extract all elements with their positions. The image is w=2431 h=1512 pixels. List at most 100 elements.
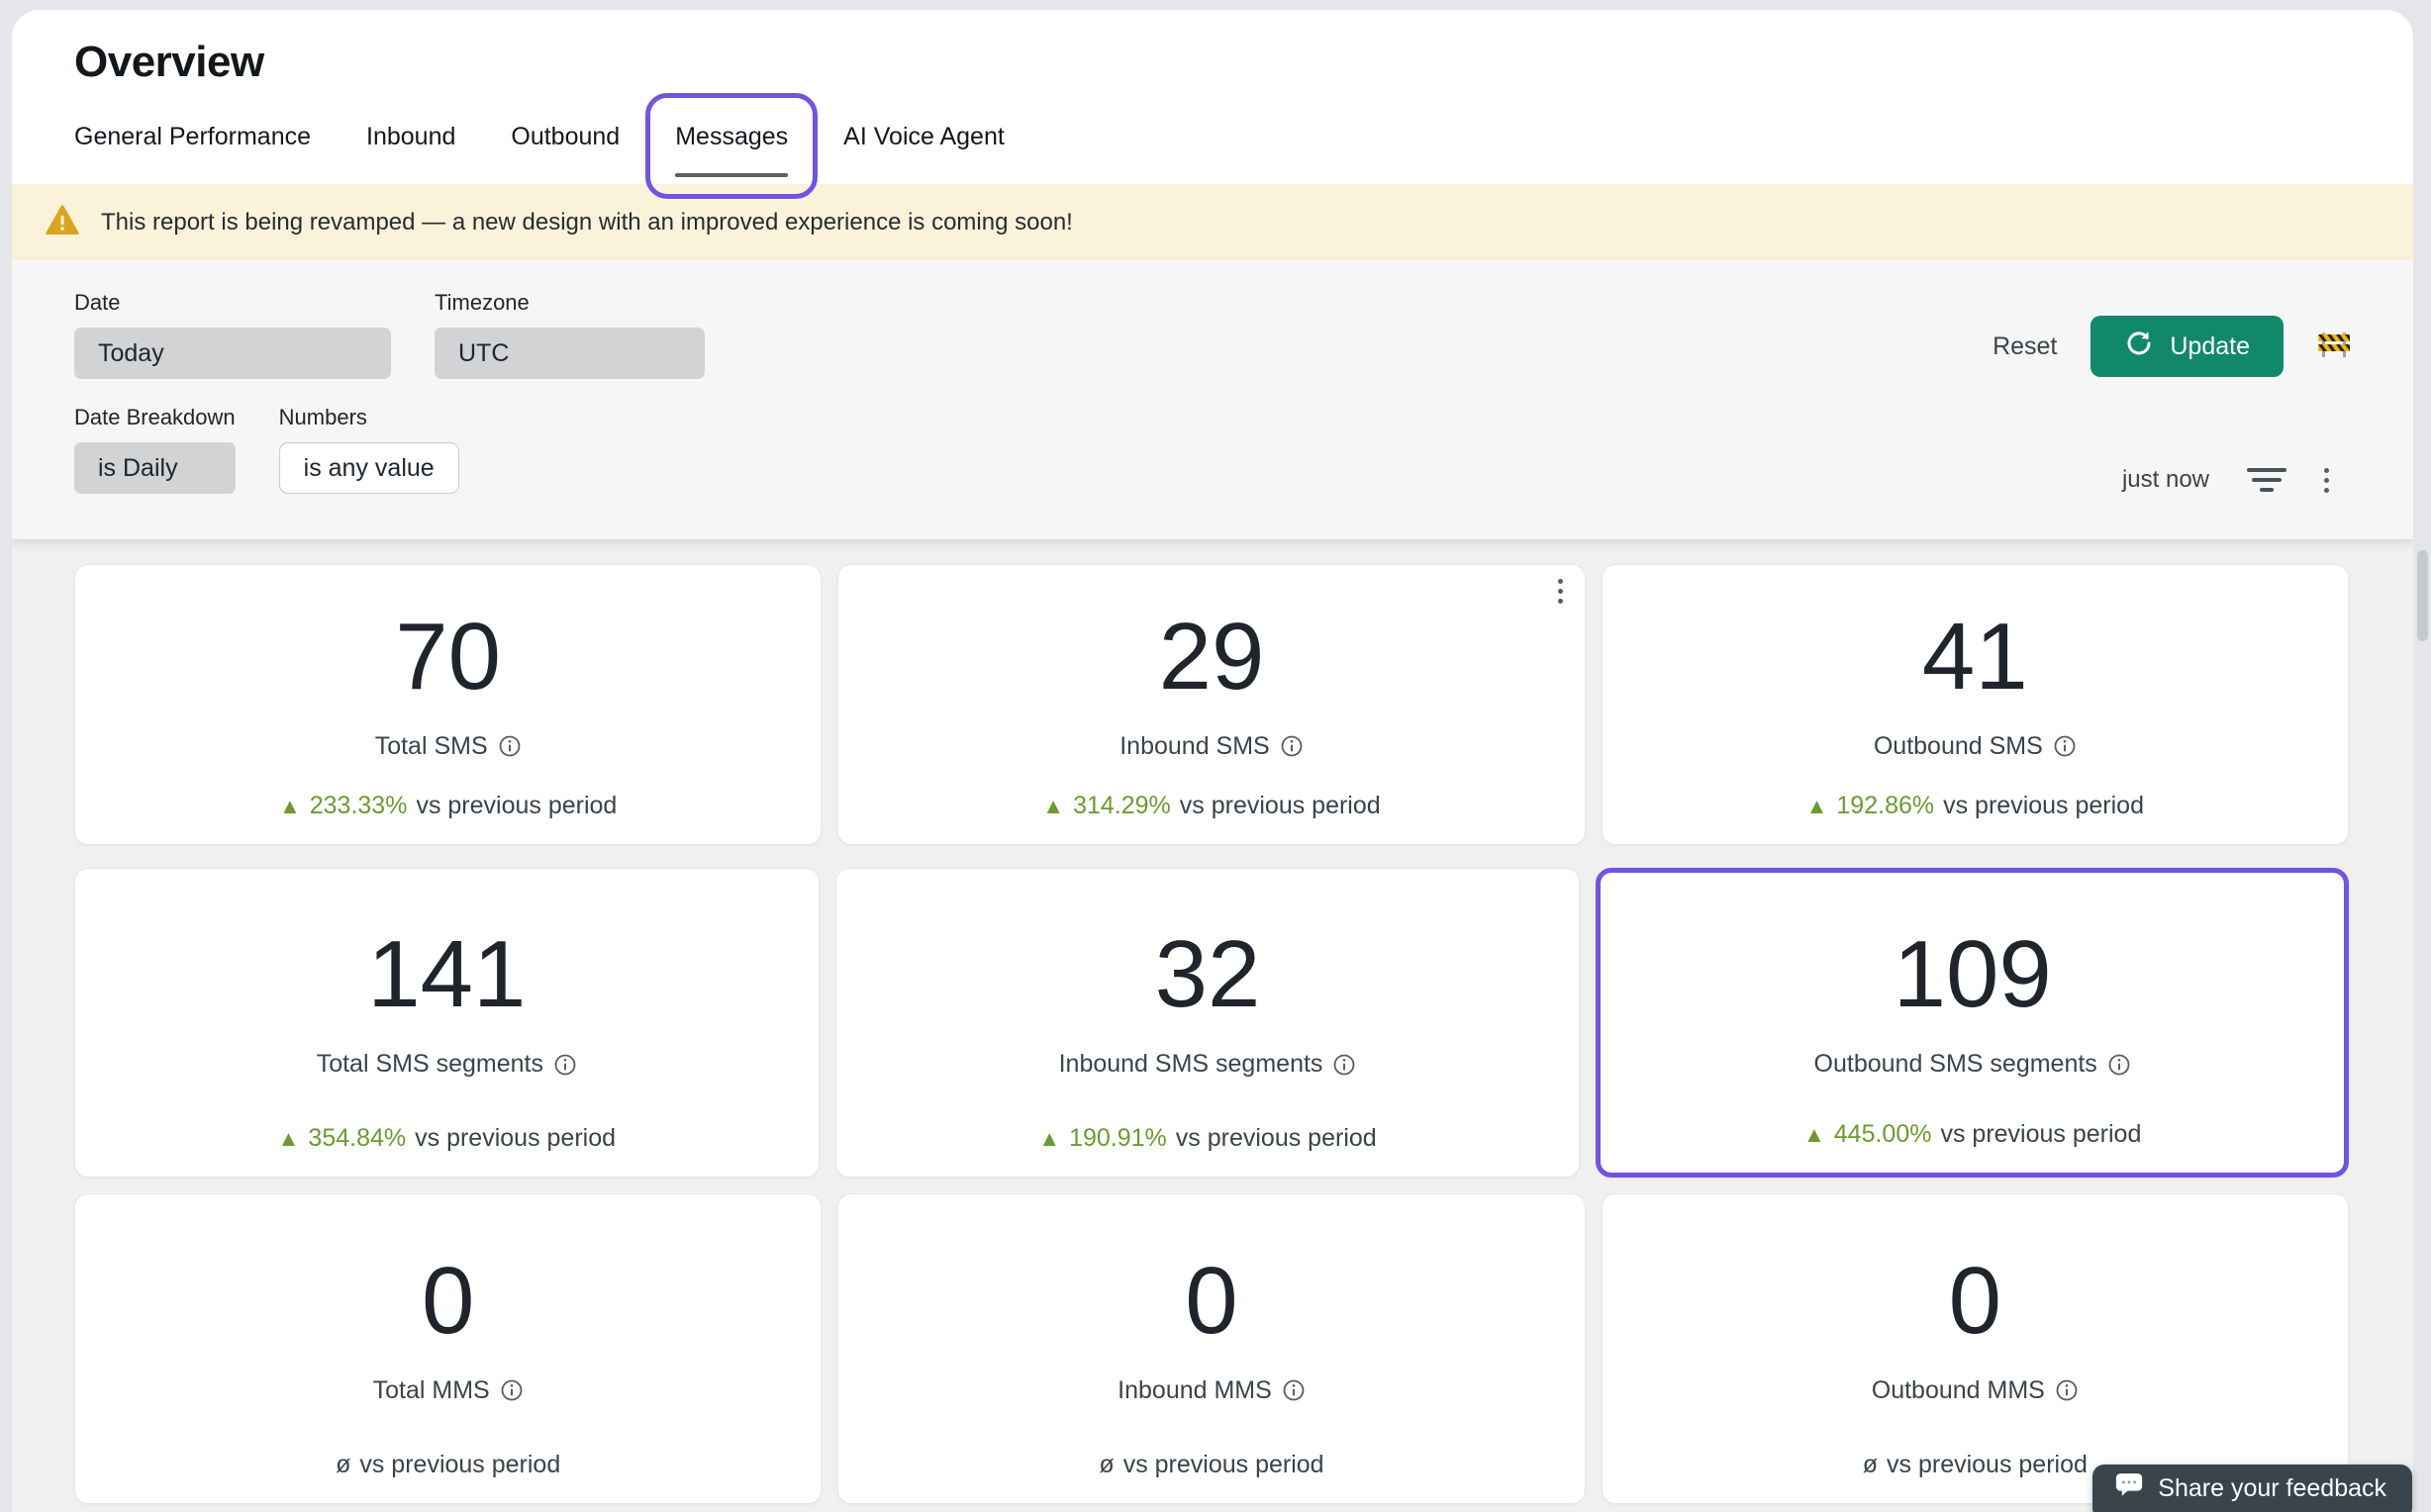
metric-label: Total SMS segments <box>317 1050 543 1079</box>
info-icon[interactable] <box>553 1053 577 1077</box>
timezone-filter-group: Timezone UTC <box>435 290 705 379</box>
card-inbound-sms: 29 Inbound SMS ▲ 314.29% vs previous per… <box>837 564 1585 845</box>
info-icon[interactable] <box>2107 1053 2131 1077</box>
tab-ai-voice-agent[interactable]: AI Voice Agent <box>843 123 1005 151</box>
delta-value: 192.86% <box>1836 792 1934 820</box>
date-filter-label: Date <box>74 290 391 316</box>
metric-label: Outbound MMS <box>1872 1376 2045 1405</box>
card-row-2: 141 Total SMS segments ▲ 354.84% vs prev… <box>74 868 2349 1178</box>
metric-value: 0 <box>422 1254 474 1349</box>
main-panel: Overview General Performance Inbound Out… <box>12 10 2413 1512</box>
page-title: Overview <box>74 38 2351 87</box>
trend-up-icon: ▲ <box>278 1128 300 1150</box>
kebab-menu-icon[interactable] <box>2324 468 2329 493</box>
card-total-sms: 70 Total SMS ▲ 233.33% vs previous perio… <box>74 564 822 845</box>
metric-label: Outbound SMS segments <box>1814 1050 2097 1079</box>
delta-suffix: vs previous period <box>1887 1451 2088 1479</box>
trend-up-icon: ▲ <box>1803 1124 1825 1146</box>
metric-value: 41 <box>1922 610 2028 705</box>
metric-value: 32 <box>1155 927 1261 1022</box>
info-icon[interactable] <box>1280 734 1304 758</box>
speech-bubble-icon <box>2114 1470 2144 1507</box>
card-inbound-sms-segments: 32 Inbound SMS segments ▲ 190.91% vs pre… <box>835 868 1581 1178</box>
breakdown-filter-label: Date Breakdown <box>74 405 236 430</box>
card-row-1: 70 Total SMS ▲ 233.33% vs previous perio… <box>74 564 2349 845</box>
tab-messages-label: Messages <box>675 123 788 150</box>
scrollbar-thumb[interactable] <box>2417 550 2428 641</box>
delta-suffix: vs previous period <box>359 1451 560 1479</box>
page-header: Overview General Performance Inbound Out… <box>12 10 2413 184</box>
numbers-filter-group: Numbers is any value <box>279 405 459 494</box>
metric-label: Outbound SMS <box>1874 732 2043 761</box>
filter-icon[interactable] <box>2247 468 2286 492</box>
last-updated-text: just now <box>2122 466 2209 494</box>
info-icon[interactable] <box>1282 1378 1306 1402</box>
card-outbound-sms-segments-highlighted: 109 Outbound SMS segments ▲ 445.00% vs p… <box>1596 868 2349 1178</box>
refresh-status-row: just now <box>2122 466 2329 494</box>
delta-suffix: vs previous period <box>1943 792 2144 820</box>
revamp-banner: This report is being revamped — a new de… <box>12 184 2413 260</box>
numbers-filter-label: Numbers <box>279 405 459 430</box>
date-filter-group: Date Today <box>74 290 391 379</box>
share-feedback-label: Share your feedback <box>2158 1474 2386 1503</box>
tab-messages[interactable]: Messages <box>675 123 788 151</box>
delta-value: 445.00% <box>1834 1120 1932 1149</box>
construction-barrier-icon <box>2317 330 2351 364</box>
card-row-3: 0 Total MMS ▲ ø vs previous period 0 In <box>74 1193 2349 1504</box>
warning-triangle-icon <box>46 205 79 240</box>
delta-suffix: vs previous period <box>415 1124 616 1153</box>
metric-value: 70 <box>395 610 501 705</box>
info-icon[interactable] <box>500 1378 524 1402</box>
numbers-filter-chip[interactable]: is any value <box>279 442 459 494</box>
card-outbound-sms: 41 Outbound SMS ▲ 192.86% vs previous pe… <box>1602 564 2349 845</box>
metric-value: 29 <box>1159 610 1265 705</box>
metric-value: 141 <box>367 927 526 1022</box>
active-tab-indicator <box>675 173 788 177</box>
date-filter-input[interactable]: Today <box>74 328 391 379</box>
scrollbar-track[interactable] <box>2413 0 2431 1512</box>
breakdown-filter-chip[interactable]: is Daily <box>74 442 236 494</box>
card-total-mms: 0 Total MMS ▲ ø vs previous period <box>74 1193 822 1504</box>
filter-row-2: Date Breakdown is Daily Numbers is any v… <box>74 405 2351 494</box>
delta-value: 233.33% <box>310 792 408 820</box>
info-icon[interactable] <box>2055 1378 2079 1402</box>
delta-value: 190.91% <box>1069 1124 1167 1153</box>
card-inbound-mms: 0 Inbound MMS ▲ ø vs previous period <box>837 1193 1585 1504</box>
tab-general-performance[interactable]: General Performance <box>74 123 311 151</box>
tab-outbound[interactable]: Outbound <box>511 123 620 151</box>
timezone-filter-input[interactable]: UTC <box>435 328 705 379</box>
metric-label: Inbound SMS <box>1119 732 1270 761</box>
trend-up-icon: ▲ <box>1038 1128 1060 1150</box>
trend-up-icon: ▲ <box>1806 796 1828 817</box>
delta-value: ø <box>1863 1451 1878 1479</box>
trend-up-icon: ▲ <box>279 796 301 817</box>
metric-label: Inbound SMS segments <box>1059 1050 1323 1079</box>
card-total-sms-segments: 141 Total SMS segments ▲ 354.84% vs prev… <box>74 868 820 1178</box>
dashboard-cards-area: 70 Total SMS ▲ 233.33% vs previous perio… <box>12 539 2413 1512</box>
delta-suffix: vs previous period <box>1176 1124 1377 1153</box>
update-button[interactable]: Update <box>2091 316 2284 377</box>
metric-label: Inbound MMS <box>1118 1376 1272 1405</box>
reset-button[interactable]: Reset <box>1993 332 2057 361</box>
delta-suffix: vs previous period <box>416 792 617 820</box>
refresh-icon <box>2124 329 2154 365</box>
delta-suffix: vs previous period <box>1940 1120 2141 1149</box>
breakdown-filter-group: Date Breakdown is Daily <box>74 405 236 494</box>
delta-value: 354.84% <box>308 1124 406 1153</box>
info-icon[interactable] <box>2053 734 2077 758</box>
tab-inbound[interactable]: Inbound <box>366 123 455 151</box>
share-feedback-button[interactable]: Share your feedback <box>2092 1465 2412 1512</box>
trend-up-icon: ▲ <box>1042 796 1064 817</box>
filter-bar: Date Today Timezone UTC Date Breakdown i… <box>12 260 2413 539</box>
metric-value: 0 <box>1949 1254 2001 1349</box>
metric-label: Total SMS <box>375 732 488 761</box>
metric-value: 109 <box>1894 927 2052 1022</box>
timezone-filter-label: Timezone <box>435 290 705 316</box>
metric-value: 0 <box>1185 1254 1237 1349</box>
metric-label: Total MMS <box>373 1376 490 1405</box>
delta-suffix: vs previous period <box>1123 1451 1324 1479</box>
info-icon[interactable] <box>498 734 522 758</box>
info-icon[interactable] <box>1332 1053 1356 1077</box>
card-kebab-menu-icon[interactable] <box>1558 579 1563 604</box>
tab-bar: General Performance Inbound Outbound Mes… <box>74 123 2351 151</box>
